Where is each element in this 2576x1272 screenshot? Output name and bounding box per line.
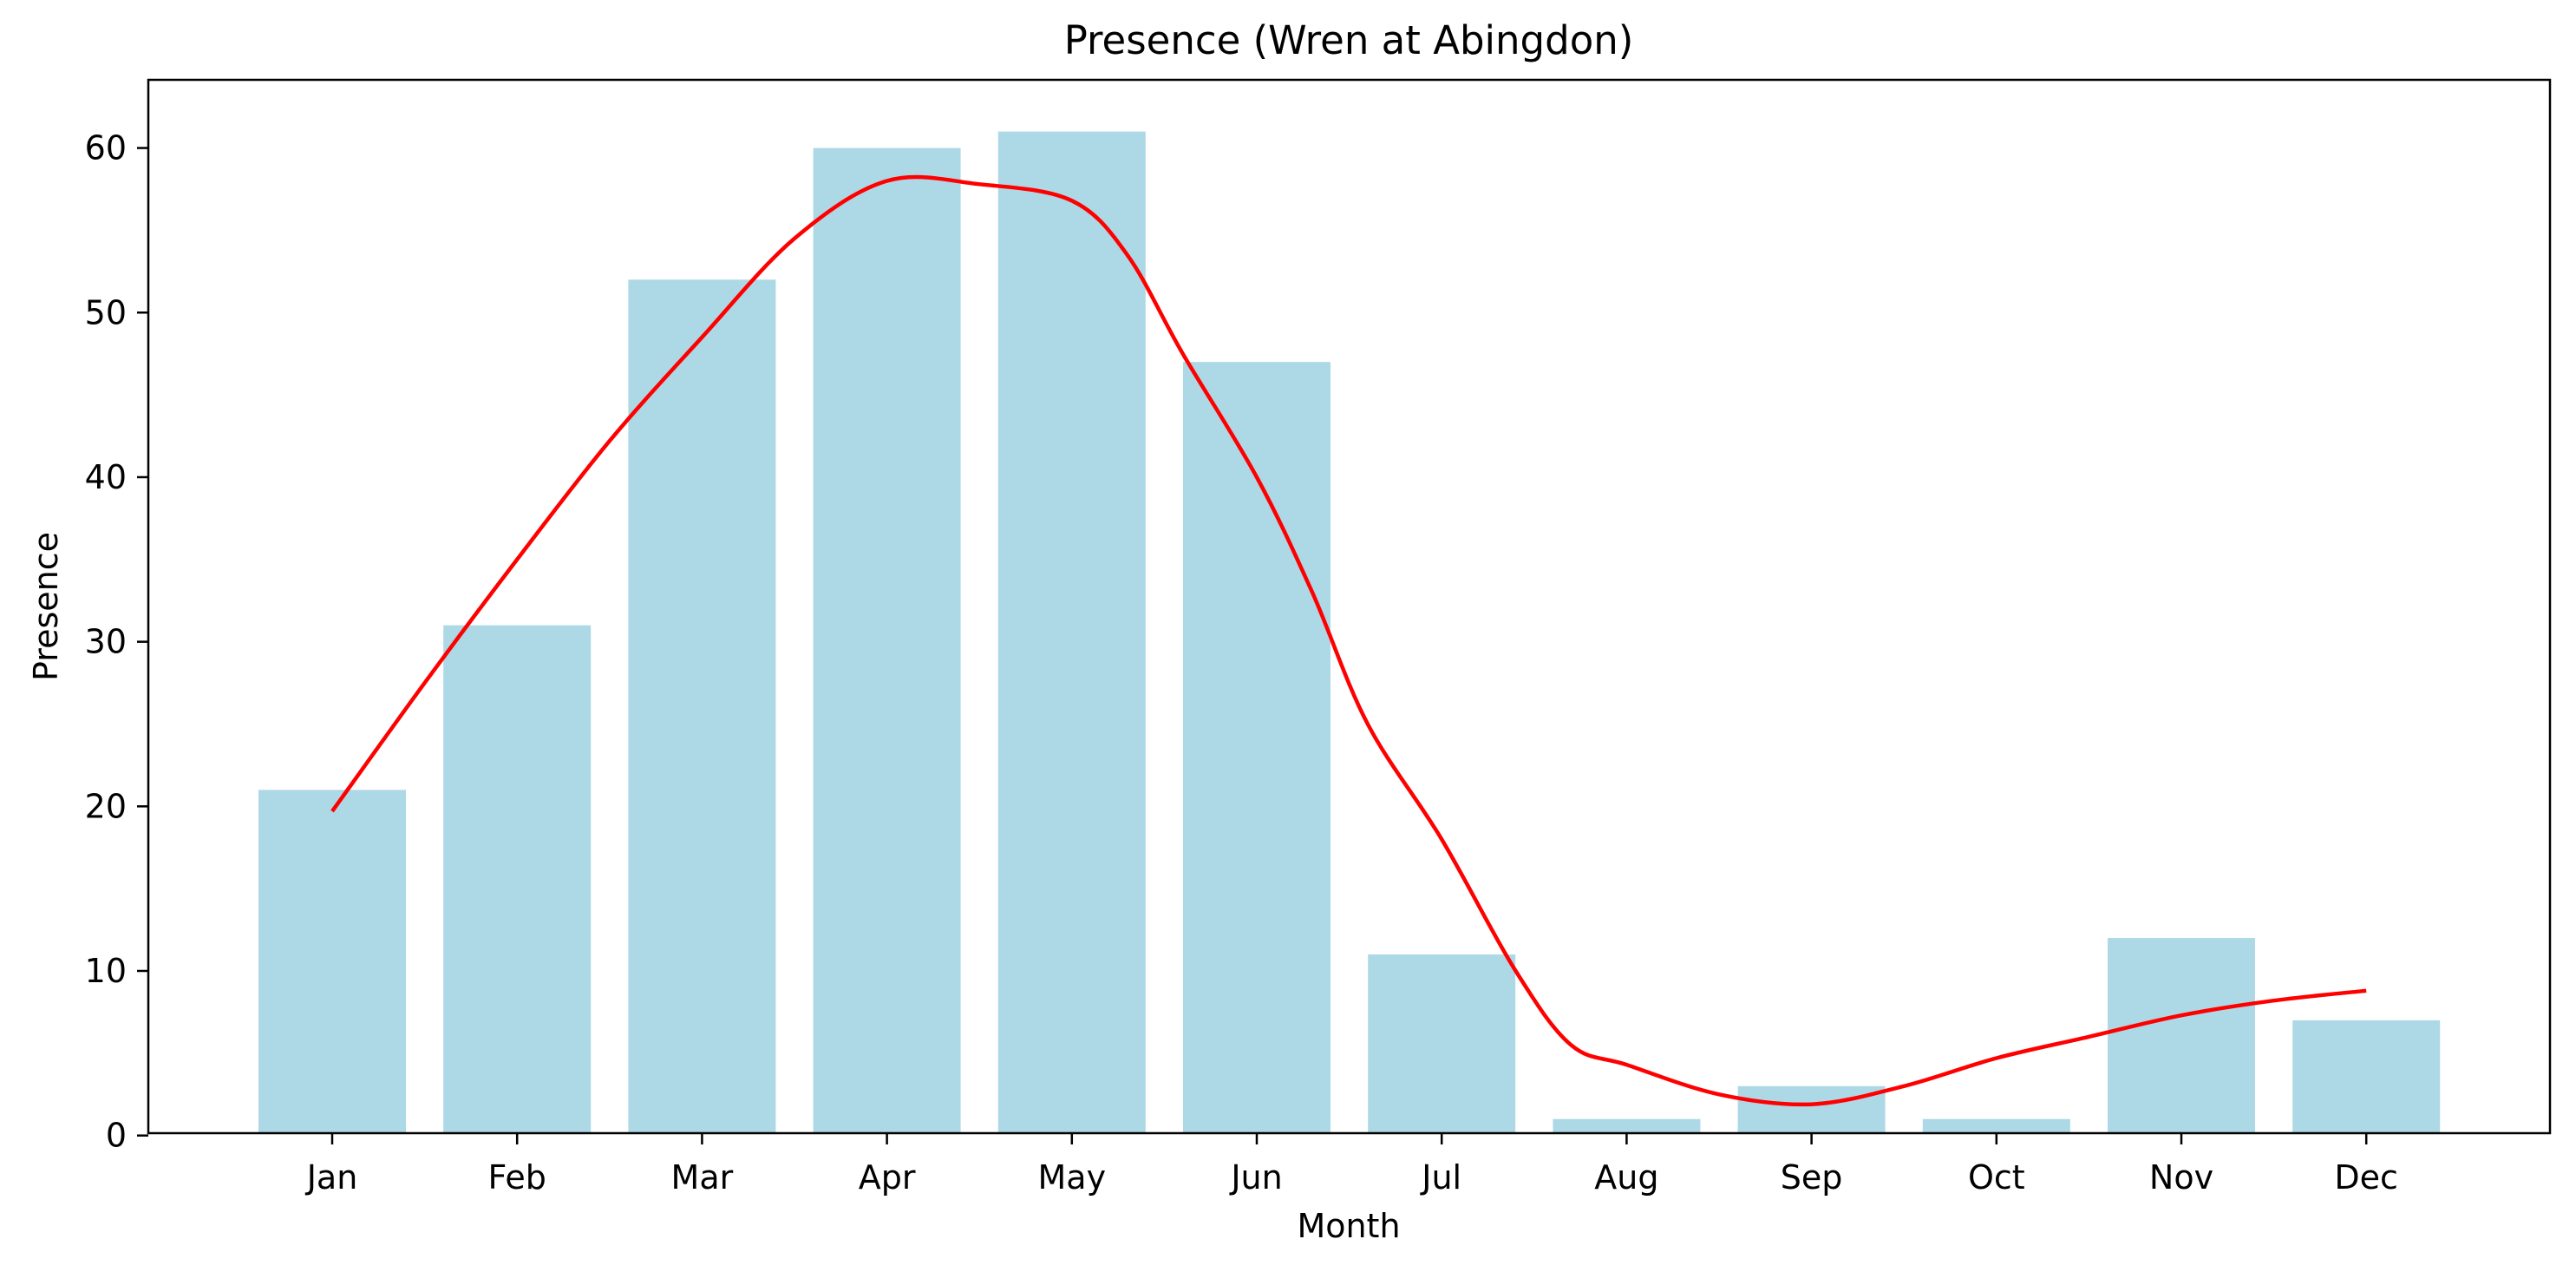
- y-tick-label: 30: [85, 623, 127, 661]
- y-tick-label: 20: [85, 787, 127, 825]
- x-tick-label-oct: Oct: [1968, 1158, 2025, 1197]
- bar-feb: [443, 625, 592, 1133]
- x-tick-label-aug: Aug: [1594, 1158, 1658, 1197]
- bar-jun: [1183, 362, 1330, 1133]
- y-tick-label: 40: [85, 458, 127, 496]
- y-tick-label: 0: [106, 1117, 127, 1155]
- y-tick-label: 60: [85, 129, 127, 167]
- bar-sep: [1737, 1085, 1886, 1133]
- x-tick-label-feb: Feb: [488, 1158, 546, 1197]
- chart-title: Presence (Wren at Abingdon): [1064, 17, 1634, 63]
- x-tick-label-mar: Mar: [671, 1158, 734, 1197]
- x-tick-label-nov: Nov: [2149, 1158, 2213, 1197]
- bar-nov: [2108, 938, 2255, 1133]
- x-axis: Jan Feb Mar Apr May Jun Jul Aug Sep Oct Nov Dec: [305, 1133, 2398, 1197]
- bar-may: [997, 131, 1146, 1134]
- bar-jan: [258, 790, 406, 1133]
- x-tick-label-jun: Jun: [1229, 1158, 1282, 1197]
- bar-group: [258, 131, 2441, 1134]
- bar-apr: [813, 148, 961, 1134]
- x-tick-label-dec: Dec: [2334, 1158, 2398, 1197]
- bar-dec: [2292, 1020, 2441, 1133]
- x-tick-label-jan: Jan: [305, 1158, 358, 1197]
- bar-aug: [1553, 1118, 1701, 1133]
- y-tick-label: 50: [85, 293, 127, 331]
- plot-frame: [147, 78, 2552, 1135]
- bar-mar: [628, 279, 776, 1133]
- x-tick-label-may: May: [1038, 1158, 1107, 1197]
- y-axis-title: Presence: [27, 532, 65, 681]
- x-tick-label-jul: Jul: [1420, 1158, 1461, 1197]
- y-axis: 0 10 20 30 40 50 60: [85, 129, 148, 1155]
- bar-oct: [1922, 1118, 2070, 1133]
- y-tick-label: 10: [85, 952, 127, 990]
- x-tick-label-sep: Sep: [1781, 1158, 1843, 1197]
- bar-jul: [1368, 954, 1516, 1133]
- x-tick-label-apr: Apr: [859, 1158, 916, 1197]
- trend-line: [330, 174, 2367, 1107]
- x-axis-title: Month: [1297, 1207, 1400, 1245]
